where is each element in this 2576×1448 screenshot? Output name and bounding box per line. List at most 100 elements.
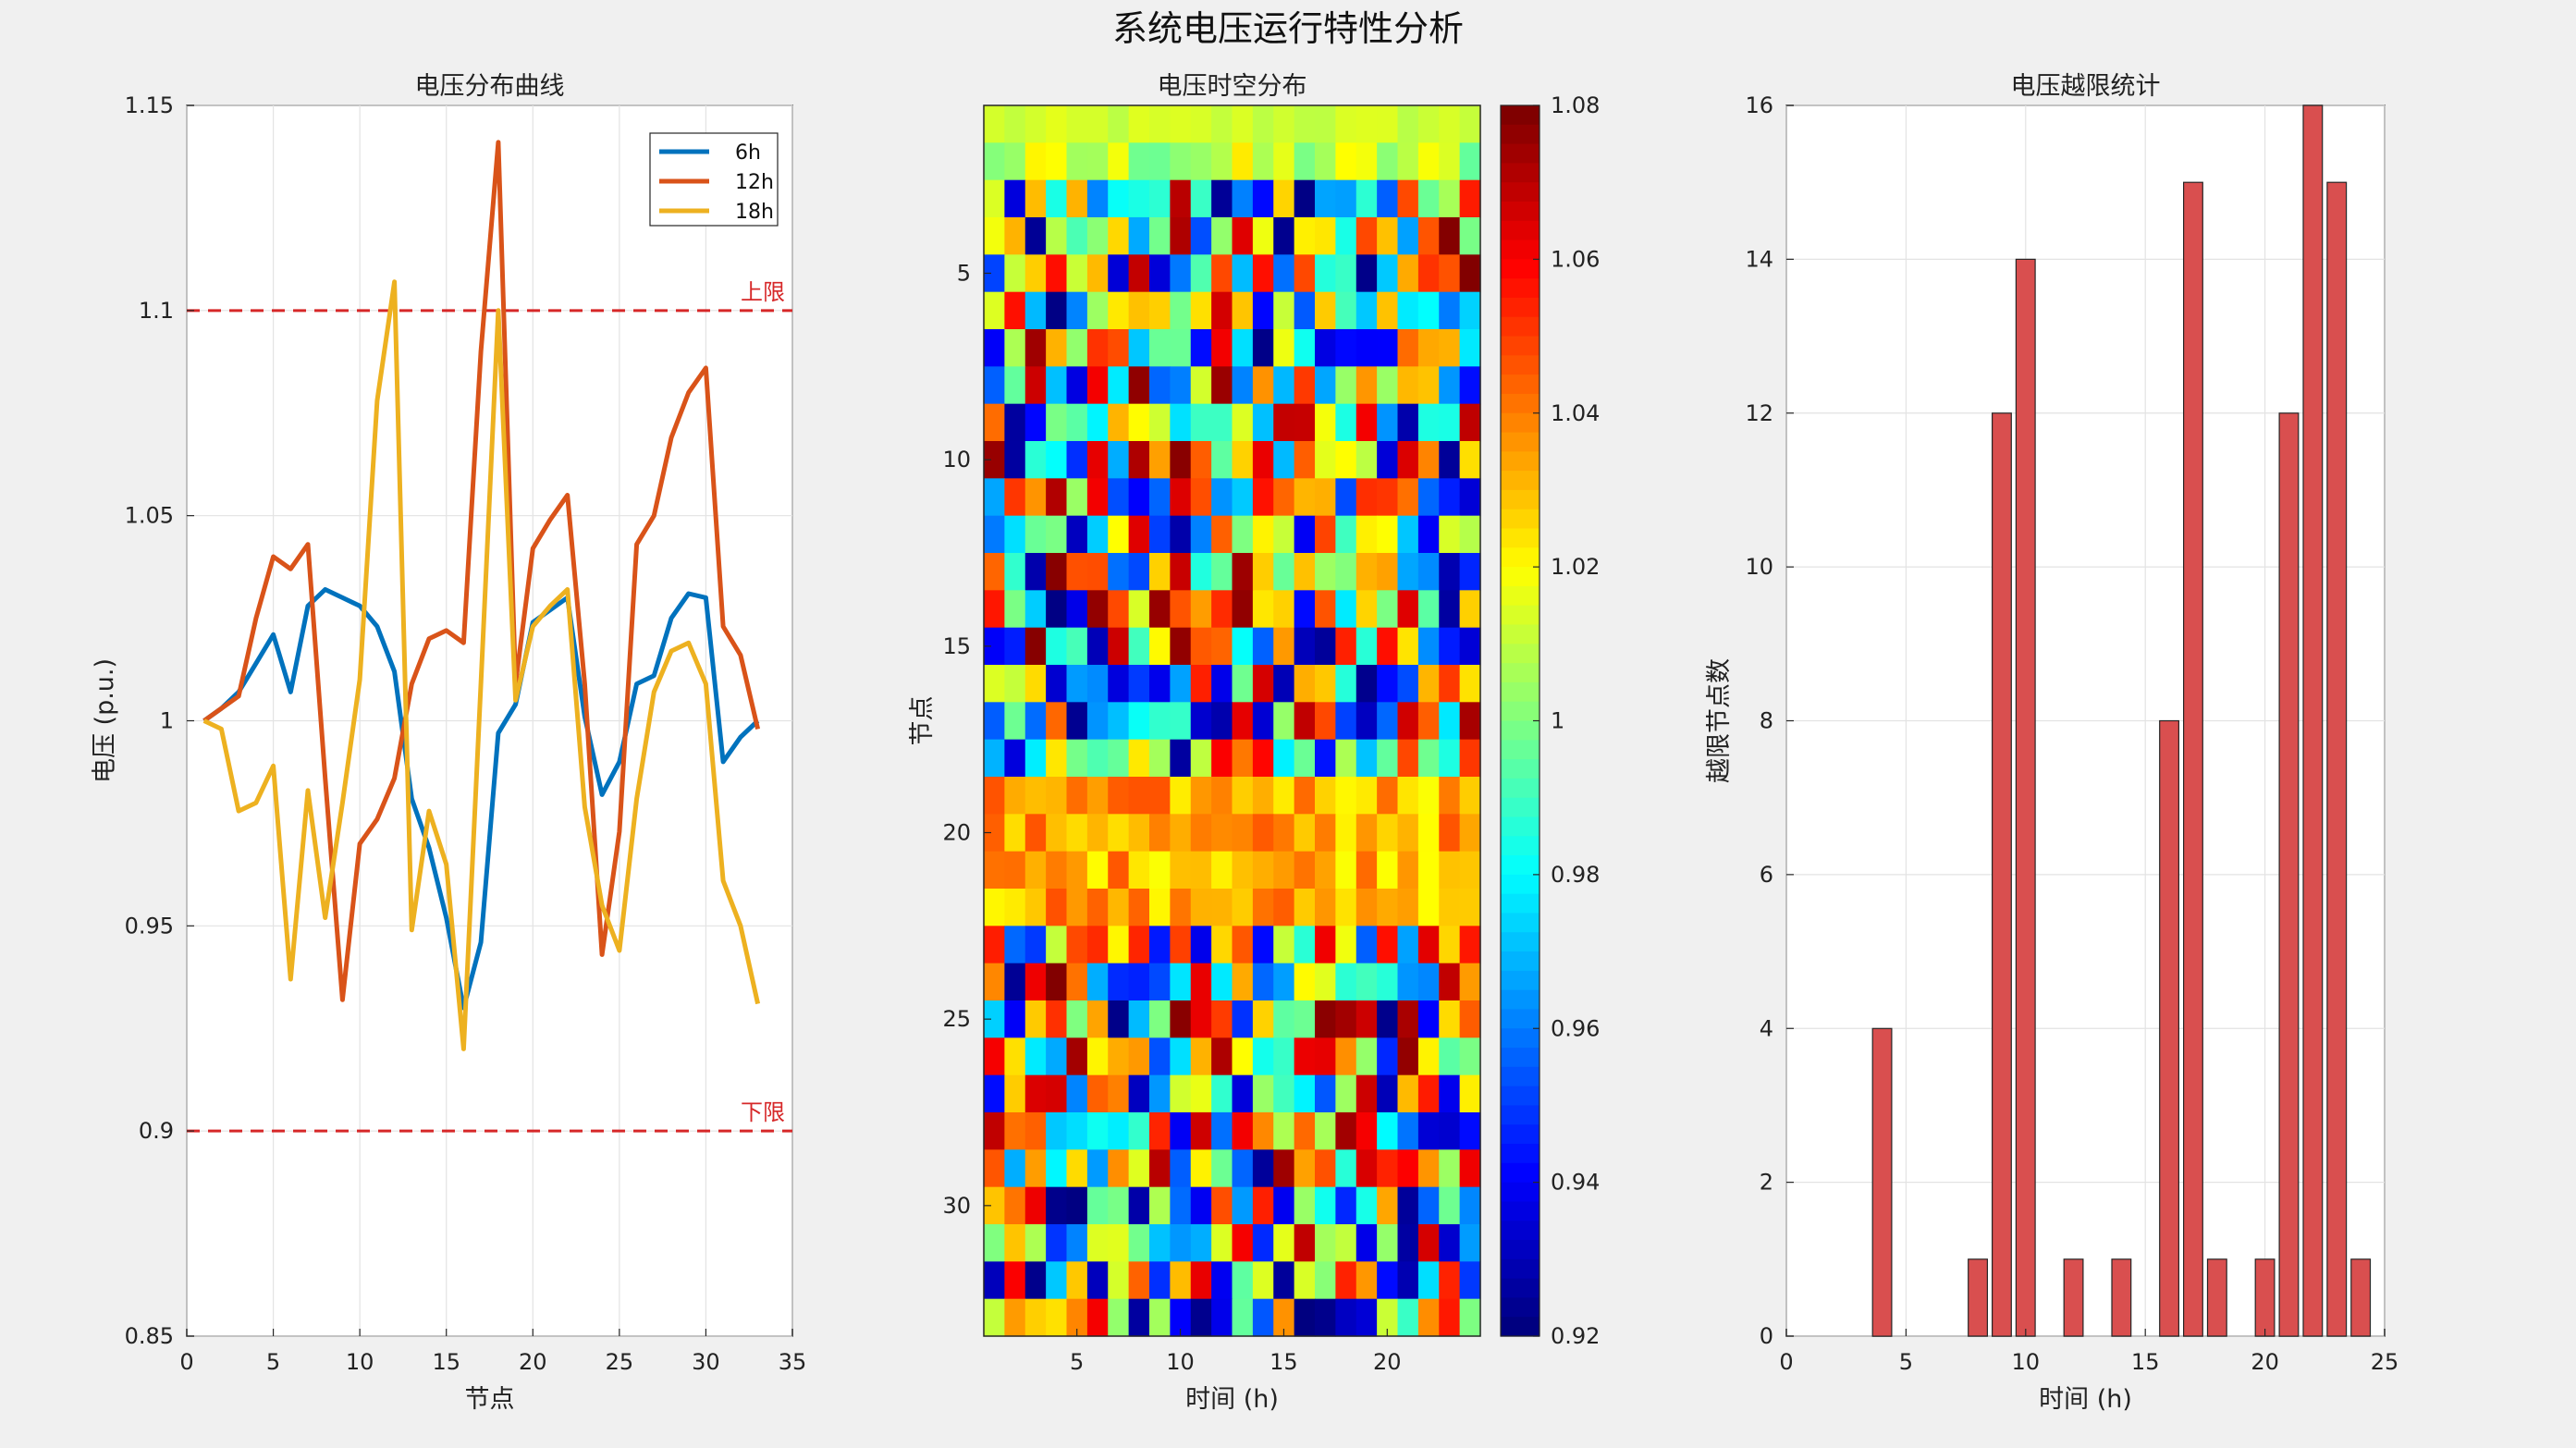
x-axis-label: 节点: [465, 1385, 515, 1414]
heatmap-cell: [1149, 590, 1171, 629]
heatmap-cell: [1170, 1261, 1192, 1300]
heatmap-cell: [1252, 814, 1274, 853]
heatmap-cell: [1066, 329, 1088, 367]
heatmap-cell: [1417, 329, 1440, 367]
heatmap-cell: [1459, 142, 1481, 181]
heatmap-cell: [1273, 105, 1295, 143]
heatmap-cell: [1004, 1261, 1026, 1300]
heatmap-cell: [984, 1037, 1005, 1076]
colorbar-segment: [1501, 1105, 1539, 1125]
heatmap-cell: [1377, 1000, 1399, 1038]
heatmap-cell: [1149, 1000, 1171, 1038]
heatmap-cell: [1294, 739, 1316, 778]
heatmap-cell: [1024, 627, 1047, 666]
bar: [1992, 412, 2012, 1337]
heatmap-cell: [1086, 1298, 1109, 1337]
heatmap-cell: [1170, 889, 1192, 926]
heatmap-cell: [1417, 142, 1440, 181]
heatmap-cell: [1355, 1298, 1378, 1337]
colorbar-segment: [1501, 1124, 1539, 1145]
heatmap-cell: [1459, 627, 1481, 666]
heatmap-cell: [1066, 254, 1088, 293]
heatmap-cell: [1086, 254, 1109, 293]
colorbar-tick-label: 0.92: [1551, 1323, 1600, 1349]
heatmap-cell: [1252, 366, 1274, 405]
heatmap-cell: [1024, 1298, 1047, 1337]
heatmap-cell: [1128, 889, 1150, 926]
heatmap-cell: [1252, 142, 1274, 181]
heatmap-cell: [1294, 142, 1316, 181]
heatmap-cell: [1377, 1037, 1399, 1076]
heatmap-cell: [1439, 665, 1461, 703]
heatmap-cell: [1149, 1112, 1171, 1150]
heatmap-cell: [1417, 739, 1440, 778]
heatmap-cell: [1149, 403, 1171, 442]
heatmap-cell: [1315, 217, 1336, 255]
heatmap-cell: [1397, 142, 1419, 181]
colorbar-segment: [1501, 374, 1539, 395]
y-axis-label: 越限节点数: [1705, 658, 1734, 783]
heatmap-cell: [1232, 1186, 1254, 1225]
heatmap-cell: [1046, 739, 1068, 778]
heatmap-cell: [1149, 739, 1171, 778]
heatmap-cell: [1108, 366, 1130, 405]
heatmap-cell: [1273, 254, 1295, 293]
heatmap-cell: [1046, 1037, 1068, 1076]
heatmap-cell: [1335, 739, 1357, 778]
heatmap-cell: [1108, 1037, 1130, 1076]
y-tick-label: 15: [942, 633, 971, 659]
colorbar-segment: [1501, 1317, 1539, 1337]
heatmap-cell: [1252, 926, 1274, 964]
heatmap-cell: [1128, 553, 1150, 591]
heatmap-cell: [1170, 478, 1192, 517]
heatmap-cell: [1439, 478, 1461, 517]
colorbar-segment: [1501, 336, 1539, 356]
heatmap-cell: [1397, 329, 1419, 367]
colorbar-segment: [1501, 1162, 1539, 1184]
heatmap-cell: [1377, 105, 1399, 143]
heatmap-cell: [1355, 665, 1378, 703]
heatmap-cell: [1086, 515, 1109, 554]
heatmap-cell: [1397, 291, 1419, 330]
heatmap-cell: [1190, 1149, 1212, 1188]
colorbar-segment: [1501, 1048, 1539, 1068]
heatmap-cell: [1128, 142, 1150, 181]
heatmap-cell: [1086, 590, 1109, 629]
heatmap-cell: [1252, 1298, 1274, 1337]
heatmap-cell: [1046, 963, 1068, 1001]
colorbar-segment: [1501, 355, 1539, 375]
heatmap-cell: [1149, 665, 1171, 703]
heatmap-cell: [1170, 142, 1192, 181]
heatmap-cell: [1315, 963, 1336, 1001]
heatmap-cell: [1439, 926, 1461, 964]
heatmap-cell: [1335, 515, 1357, 554]
heatmap-cell: [1211, 777, 1233, 815]
heatmap-cell: [1397, 739, 1419, 778]
heatmap-cell: [1211, 1112, 1233, 1150]
heatmap-cell: [1004, 665, 1026, 703]
bar: [2278, 412, 2300, 1337]
heatmap-cell: [1170, 403, 1192, 442]
heatmap-cell: [1066, 1112, 1088, 1150]
heatmap-cell: [1066, 814, 1088, 853]
heatmap-cell: [1066, 627, 1088, 666]
heatmap-cell: [1294, 1224, 1316, 1262]
heatmap-cell: [1190, 627, 1212, 666]
heatmap-cell: [1294, 814, 1316, 853]
heatmap-cell: [1355, 814, 1378, 853]
heatmap-cell: [1108, 515, 1130, 554]
heatmap-cell: [1232, 329, 1254, 367]
heatmap-cell: [1252, 963, 1274, 1001]
heatmap-cell: [1024, 590, 1047, 629]
heatmap-cell: [1439, 1186, 1461, 1225]
legend-entry: 6h: [735, 141, 761, 165]
colorbar-segment: [1501, 720, 1539, 741]
heatmap-cell: [1108, 1298, 1130, 1337]
heatmap-cell: [1024, 739, 1047, 778]
heatmap-cell: [1211, 590, 1233, 629]
heatmap-cell: [1397, 963, 1419, 1001]
heatmap-cell: [1273, 1000, 1295, 1038]
heatmap-cell: [1108, 963, 1130, 1001]
heatmap-cell: [1046, 403, 1068, 442]
